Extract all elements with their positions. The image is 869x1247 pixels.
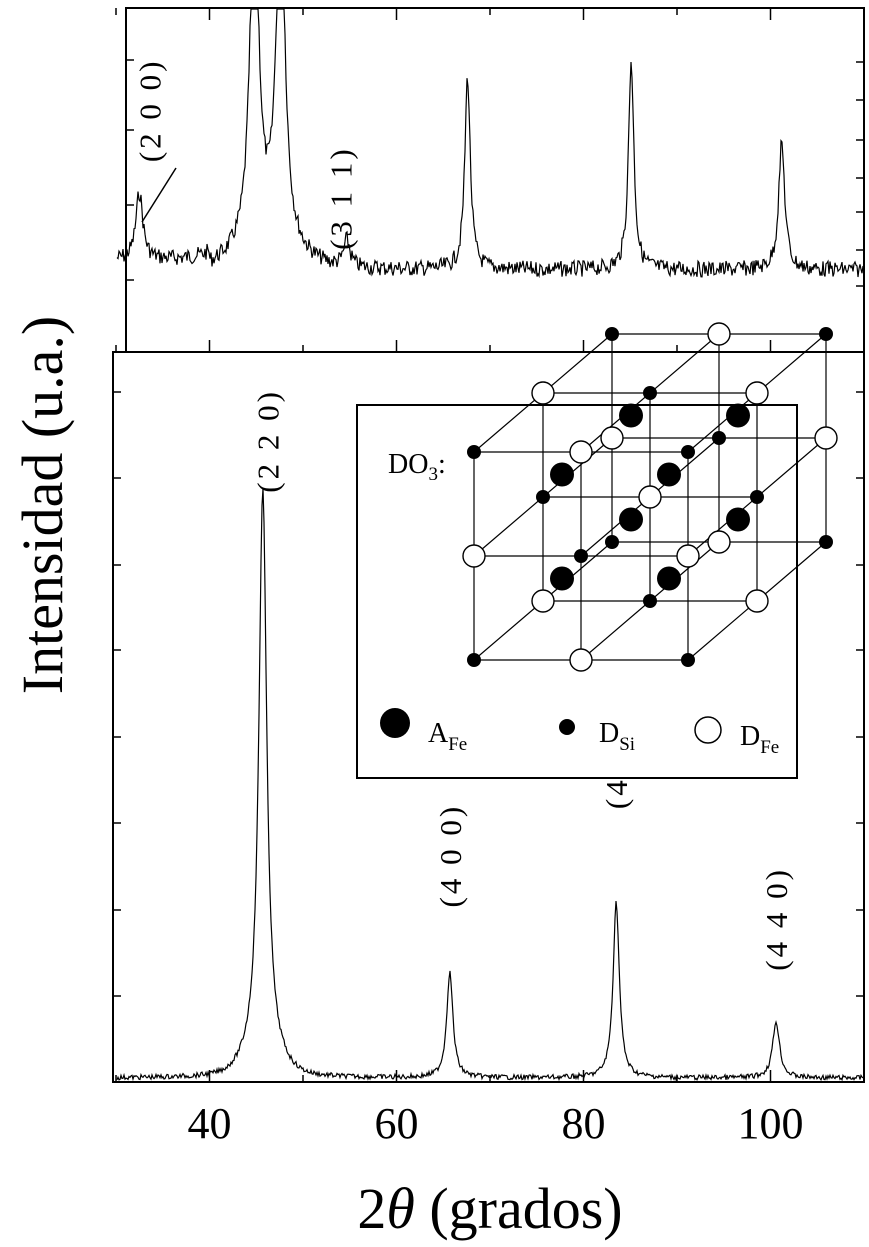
legend-dsi-symbol <box>559 719 575 735</box>
top-panel-frame <box>125 7 865 353</box>
d-fe-atom <box>814 426 838 450</box>
do3-unit-cell <box>462 322 838 672</box>
d-si-atom <box>605 535 619 549</box>
bottom-diffraction-trace <box>116 488 864 1082</box>
y-axis-title: Intensidad (u.a.) <box>10 316 75 694</box>
a-fe-atom <box>619 507 643 532</box>
d-fe-atom <box>676 544 700 568</box>
legend-afe-symbol <box>380 708 410 738</box>
d-si-atom <box>643 386 657 400</box>
a-fe-atom <box>657 462 681 487</box>
d-fe-atom <box>531 381 555 405</box>
a-fe-atom <box>550 462 574 487</box>
legend-dsi-label: DSi <box>599 718 635 755</box>
a-fe-atom <box>619 403 643 428</box>
d-si-atom <box>574 549 588 563</box>
d-fe-atom <box>707 530 731 554</box>
top-diffraction-trace <box>116 8 864 279</box>
bottom-panel-frame <box>112 351 865 1083</box>
d-si-atom <box>605 327 619 341</box>
d-si-atom <box>819 535 833 549</box>
top-peak-label-1: (3 1 1) <box>323 146 358 250</box>
d-fe-atom <box>569 648 593 672</box>
a-fe-atom <box>726 403 750 428</box>
d-fe-atom <box>638 485 662 509</box>
x-tick-label-60: 60 <box>375 1099 419 1148</box>
bottom-peak-label-3: (4 4 0) <box>759 867 794 971</box>
peak-labels: (2 0 0)(3 1 1)(2 2 0)(4 0 0)(4 2 2)(4 4 … <box>133 59 794 971</box>
d-fe-atom <box>462 544 486 568</box>
inset-title: DO3: <box>388 449 446 485</box>
legend-dfe-label: DFe <box>740 721 779 758</box>
legend-afe-label: AFe <box>428 718 467 755</box>
x-tick-label-80: 80 <box>562 1099 606 1148</box>
x-tick-labels: 40 60 80 100 <box>188 1099 804 1148</box>
legend-dfe-symbol <box>694 716 722 744</box>
d-fe-atom <box>531 589 555 613</box>
x-tick-label-40: 40 <box>188 1099 232 1148</box>
bottom-peak-label-1: (4 0 0) <box>433 804 468 908</box>
d-si-atom <box>643 594 657 608</box>
d-fe-atom <box>600 426 624 450</box>
d-si-atom <box>819 327 833 341</box>
a-fe-atom <box>657 566 681 591</box>
x-axis-title: 2θ (grados) <box>357 1176 622 1241</box>
a-fe-atom <box>550 566 574 591</box>
d-si-atom <box>467 653 481 667</box>
d-si-atom <box>536 490 550 504</box>
peak-200-pointer <box>141 167 177 223</box>
a-fe-atom <box>726 507 750 532</box>
crystal-structure-inset: DO3: AFe DSi DFe <box>356 322 838 779</box>
d-si-atom <box>750 490 764 504</box>
top-peak-label-0: (2 0 0) <box>133 59 168 163</box>
d-si-atom <box>712 431 726 445</box>
bottom-peak-label-0: (2 2 0) <box>250 389 285 493</box>
d-si-atom <box>467 445 481 459</box>
d-fe-atom <box>745 381 769 405</box>
d-fe-atom <box>707 322 731 346</box>
d-fe-atom <box>569 440 593 464</box>
d-si-atom <box>681 445 695 459</box>
d-fe-atom <box>745 589 769 613</box>
x-tick-label-100: 100 <box>738 1099 804 1148</box>
d-si-atom <box>681 653 695 667</box>
